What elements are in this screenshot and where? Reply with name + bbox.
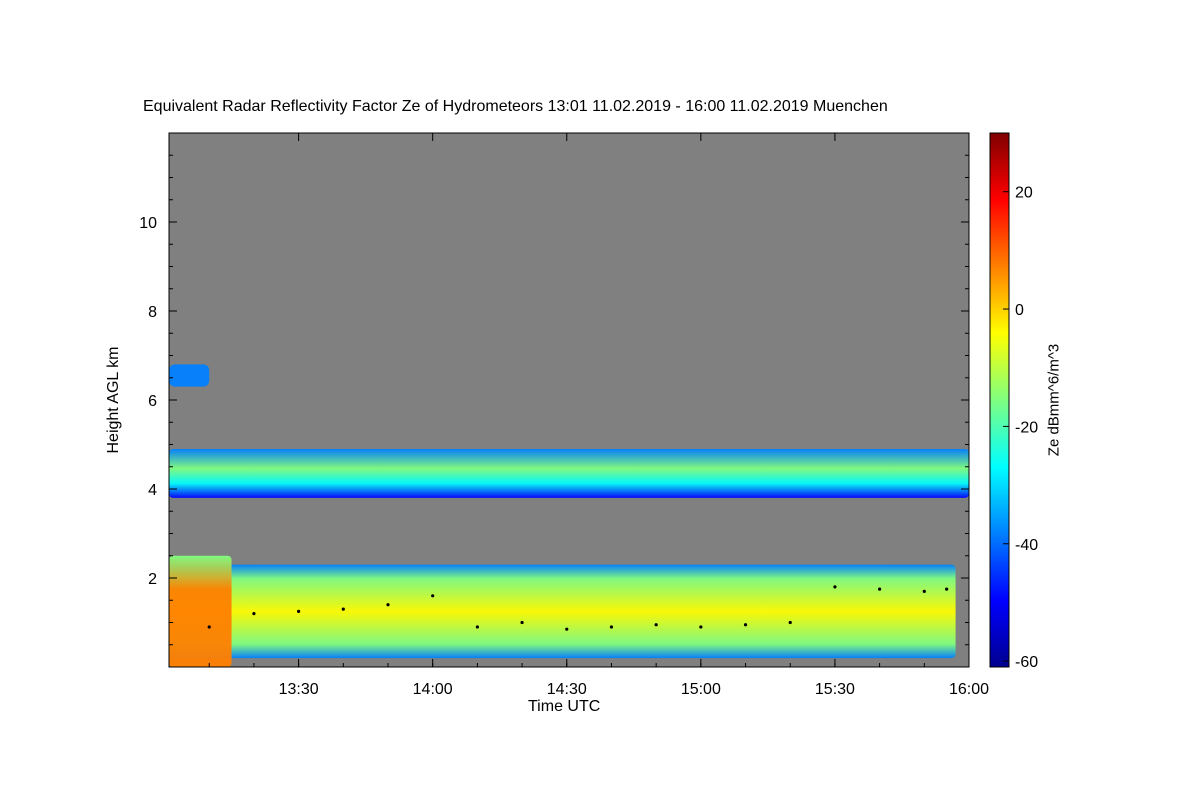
y-tick-label: 6 (148, 393, 157, 410)
x-tick-label: 14:00 (413, 681, 453, 698)
y-tick-label: 8 (148, 304, 157, 321)
x-tick-label: 15:00 (681, 681, 721, 698)
cloud-base-point (878, 587, 882, 591)
x-tick-label: 14:30 (547, 681, 587, 698)
cloud-base-point (922, 589, 926, 593)
echo-region (169, 364, 210, 387)
x-tick-label: 16:00 (949, 681, 989, 698)
cloud-base-point (743, 623, 748, 627)
x-tick-label: 15:30 (815, 681, 855, 698)
x-axis-label: Time UTC (528, 698, 601, 715)
echo-region (169, 448, 969, 498)
cloud-base-point (699, 625, 703, 629)
cloud-base-point (475, 625, 479, 629)
cloud-base-point (788, 620, 792, 625)
cloud-base-point (565, 627, 569, 631)
colorbar (989, 132, 1010, 668)
cloud-base-point (297, 609, 301, 613)
y-tick-label: 4 (148, 482, 157, 499)
cloud-base-point (833, 585, 837, 589)
colorbar-tick-label: -60 (1015, 654, 1038, 671)
cloud-base-point (945, 587, 949, 591)
y-tick-label: 2 (148, 571, 157, 588)
cloud-base-point (252, 612, 256, 616)
cloud-base-point (609, 625, 614, 629)
colorbar-tick-label: -40 (1015, 537, 1038, 554)
cloud-base-point (520, 620, 524, 625)
echo-region (169, 555, 232, 667)
cloud-base-point (207, 625, 211, 629)
cloud-base-point (431, 594, 435, 598)
cloud-base-point (654, 623, 658, 627)
x-tick-label: 13:30 (279, 681, 319, 698)
y-tick-label: 10 (139, 215, 157, 232)
colorbar-label: Ze dBmm^6/m^3 (1045, 343, 1063, 457)
echo-region (169, 564, 956, 659)
colorbar-tick-label: 0 (1015, 302, 1024, 319)
colorbar-tick-label: -20 (1015, 419, 1038, 436)
cloud-base-point (386, 603, 390, 607)
colorbar-tick-label: 20 (1015, 185, 1033, 202)
chart-title: Equivalent Radar Reflectivity Factor Ze … (143, 98, 888, 115)
y-axis-label: Height AGL km (105, 346, 122, 454)
cloud-base-point (341, 607, 345, 611)
